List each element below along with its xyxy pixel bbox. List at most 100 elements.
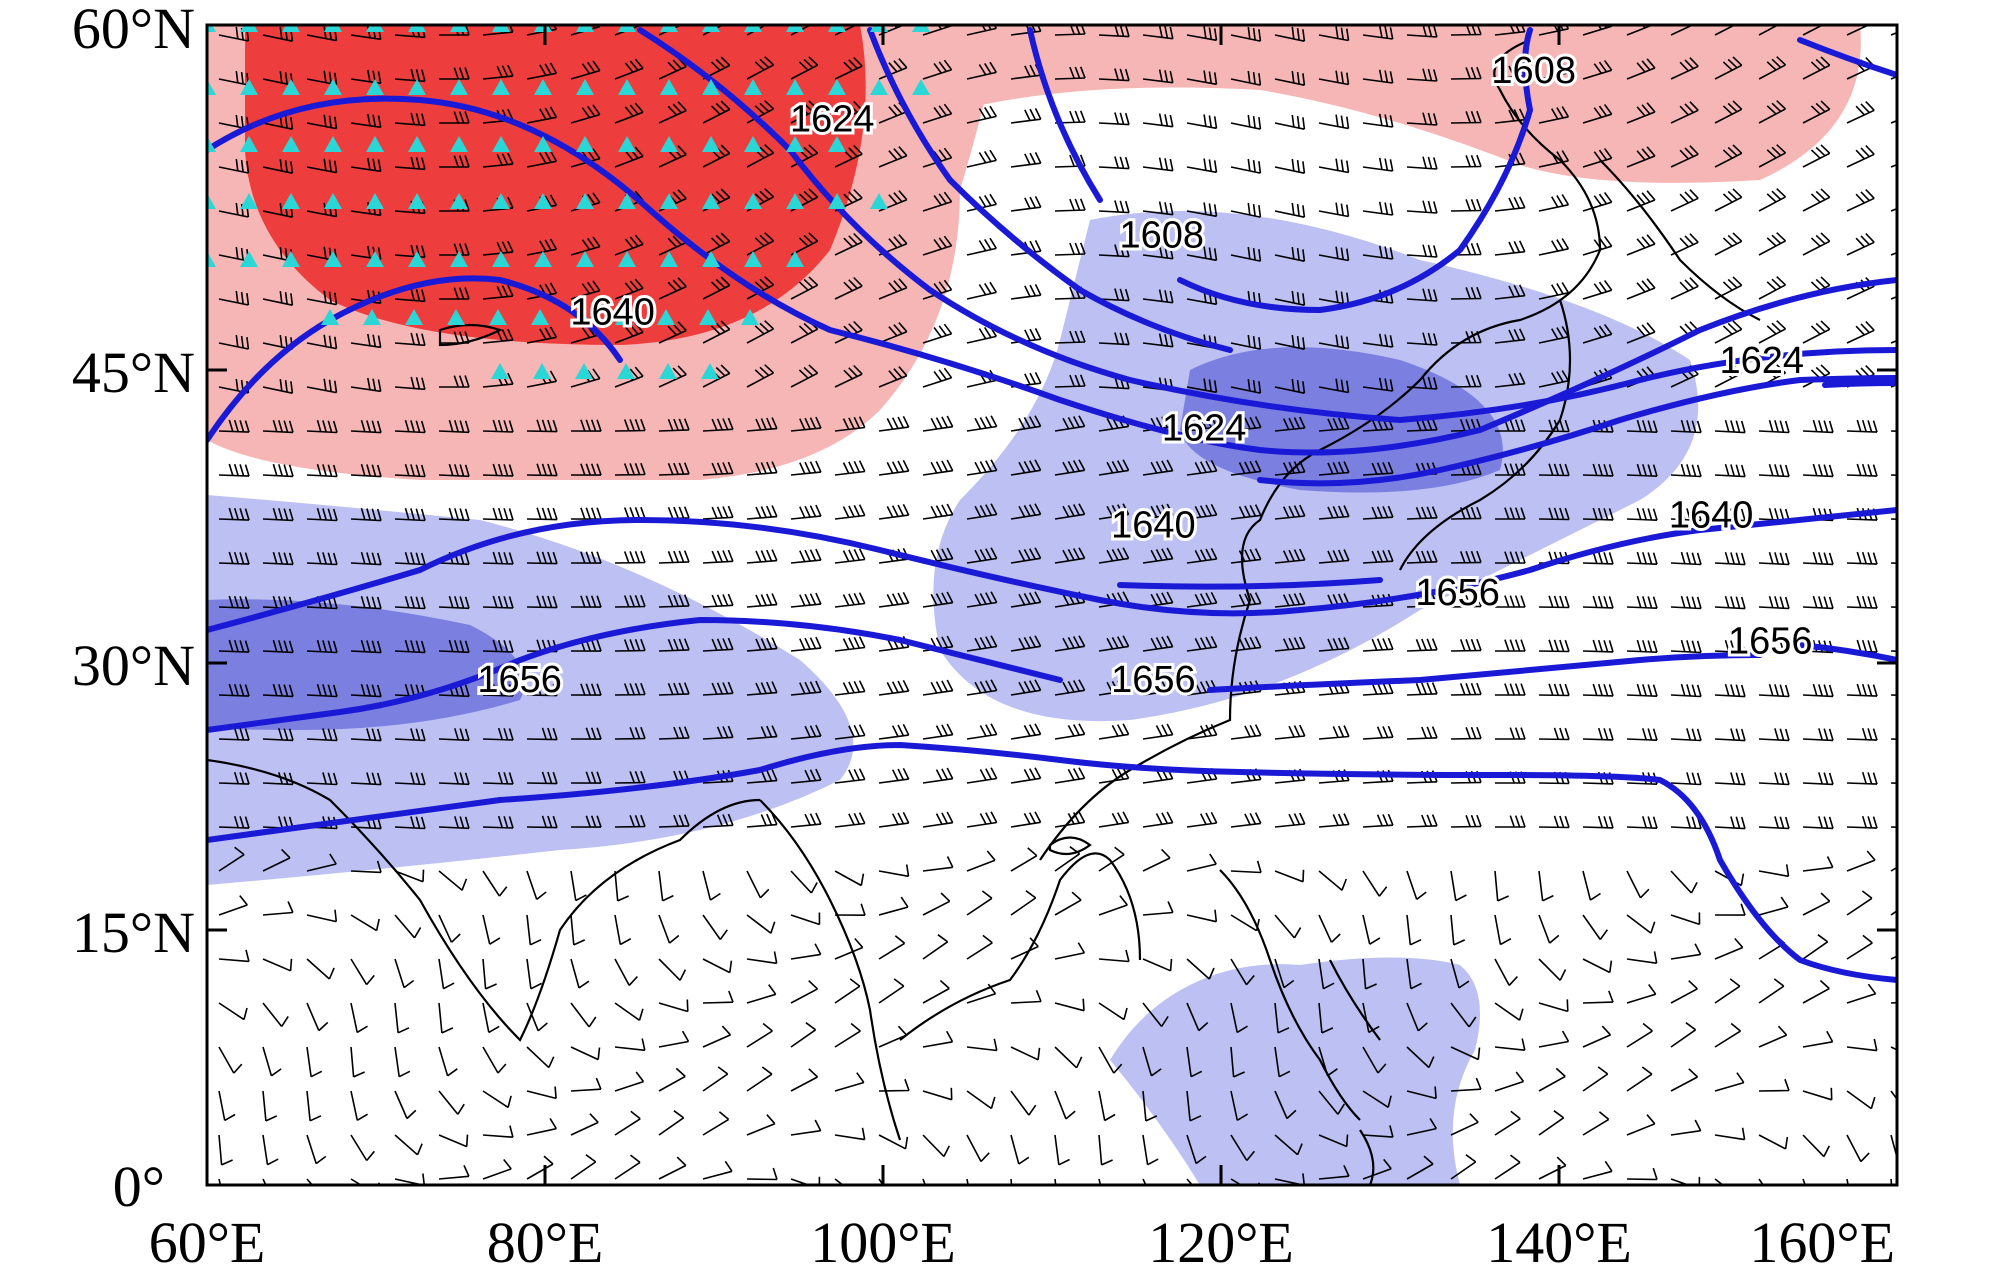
- coastline: [1048, 836, 1092, 856]
- wind-barb: [878, 58, 908, 80]
- significance-marker: [870, 79, 888, 95]
- wind-barb: [1010, 415, 1042, 432]
- wind-barb: [1186, 334, 1218, 350]
- wind-barb: [262, 901, 294, 916]
- wind-barb: [1274, 1046, 1291, 1078]
- wind-barb: [1538, 62, 1570, 80]
- wind-barb: [746, 461, 778, 476]
- wind-barb: [658, 814, 690, 828]
- wind-barb: [1495, 683, 1526, 696]
- significance-marker: [405, 309, 423, 325]
- significance-marker: [240, 251, 258, 267]
- significance-marker: [786, 79, 804, 95]
- wind-barb: [746, 725, 778, 740]
- wind-barb: [1406, 870, 1427, 901]
- wind-barb: [1142, 1134, 1159, 1166]
- wind-barb: [1450, 66, 1482, 80]
- significance-marker: [491, 363, 509, 379]
- wind-barb: [1890, 1134, 1897, 1161]
- wind-barb: [306, 70, 338, 86]
- wind-barb: [1802, 979, 1830, 1004]
- wind-barb: [878, 978, 905, 1004]
- wind-barb: [570, 236, 601, 256]
- wind-barb: [526, 595, 558, 609]
- wind-barb: [1758, 551, 1790, 566]
- wind-barb: [306, 419, 338, 434]
- contour-label: 1656: [477, 659, 562, 701]
- wind-barb: [526, 727, 558, 741]
- wind-barb: [1758, 1178, 1765, 1185]
- significance-marker: [447, 309, 465, 325]
- wind-barb: [1274, 869, 1305, 883]
- wind-barb: [1450, 550, 1482, 564]
- wind-barb: [1538, 463, 1570, 477]
- wind-barb: [1670, 943, 1702, 960]
- wind-barb: [526, 326, 558, 344]
- significance-marker: [702, 25, 720, 32]
- wind-barb: [658, 1067, 686, 1092]
- wind-barb: [922, 591, 954, 608]
- wind-barb: [218, 463, 250, 477]
- wind-barb: [1054, 330, 1086, 344]
- wind-barb: [350, 595, 382, 610]
- wind-barb: [966, 934, 993, 960]
- wind-barb: [834, 1072, 865, 1092]
- wind-barb: [350, 728, 382, 742]
- contour-label: 1640: [570, 292, 655, 334]
- wind-barb: [1582, 1025, 1612, 1048]
- wind-barb: [570, 551, 602, 564]
- wind-barb: [1802, 892, 1831, 916]
- wind-barb: [1670, 980, 1698, 1004]
- wind-barb: [262, 290, 294, 306]
- wind-barb: [746, 769, 778, 784]
- wind-barb: [1626, 914, 1656, 934]
- wind-barb: [1582, 727, 1614, 741]
- wind-barb: [878, 278, 908, 300]
- wind-barb: [1538, 595, 1570, 609]
- wind-barb: [1670, 1068, 1699, 1092]
- significance-marker: [660, 251, 678, 267]
- wind-barb: [1846, 233, 1875, 256]
- wind-barb: [394, 112, 426, 127]
- wind-barb: [966, 1038, 998, 1052]
- wind-barb: [790, 980, 819, 1004]
- significance-marker: [282, 136, 300, 152]
- wind-barb: [878, 811, 910, 828]
- wind-barb: [1538, 106, 1570, 124]
- wind-barb: [878, 1025, 908, 1048]
- significance-marker: [576, 79, 594, 95]
- wind-barb: [1010, 811, 1042, 828]
- wind-barb: [1495, 551, 1526, 564]
- wind-barb: [1010, 635, 1042, 652]
- significance-marker: [324, 79, 342, 95]
- wind-barb: [922, 459, 954, 476]
- wind-barb: [482, 64, 514, 80]
- wind-barb: [1054, 25, 1086, 36]
- significance-marker: [324, 251, 342, 267]
- wind-barb: [834, 1178, 845, 1185]
- significance-marker: [576, 136, 594, 152]
- wind-barb: [306, 26, 338, 42]
- wind-barb: [966, 850, 996, 872]
- wind-barb: [1758, 595, 1790, 610]
- wind-barb: [1230, 812, 1262, 828]
- significance-marker: [615, 309, 633, 325]
- wind-barb: [1670, 1022, 1697, 1048]
- wind-barb: [1010, 723, 1042, 740]
- wind-barb: [658, 958, 687, 981]
- wind-barb: [1054, 198, 1086, 212]
- geopotential-contour: [207, 741, 1897, 983]
- wind-barb: [1582, 280, 1613, 300]
- wind-barb: [1142, 547, 1174, 564]
- wind-barb: [1186, 958, 1215, 980]
- wind-barb: [306, 639, 338, 654]
- wind-barb: [1406, 376, 1438, 390]
- wind-barb: [1890, 866, 1897, 872]
- wind-barb: [1054, 547, 1086, 564]
- wind-barb: [1098, 459, 1130, 476]
- wind-barb: [1362, 958, 1377, 990]
- wind-barb: [1142, 811, 1174, 828]
- wind-barb: [526, 870, 547, 901]
- wind-barb: [1010, 890, 1037, 916]
- wind-barb: [1758, 864, 1790, 878]
